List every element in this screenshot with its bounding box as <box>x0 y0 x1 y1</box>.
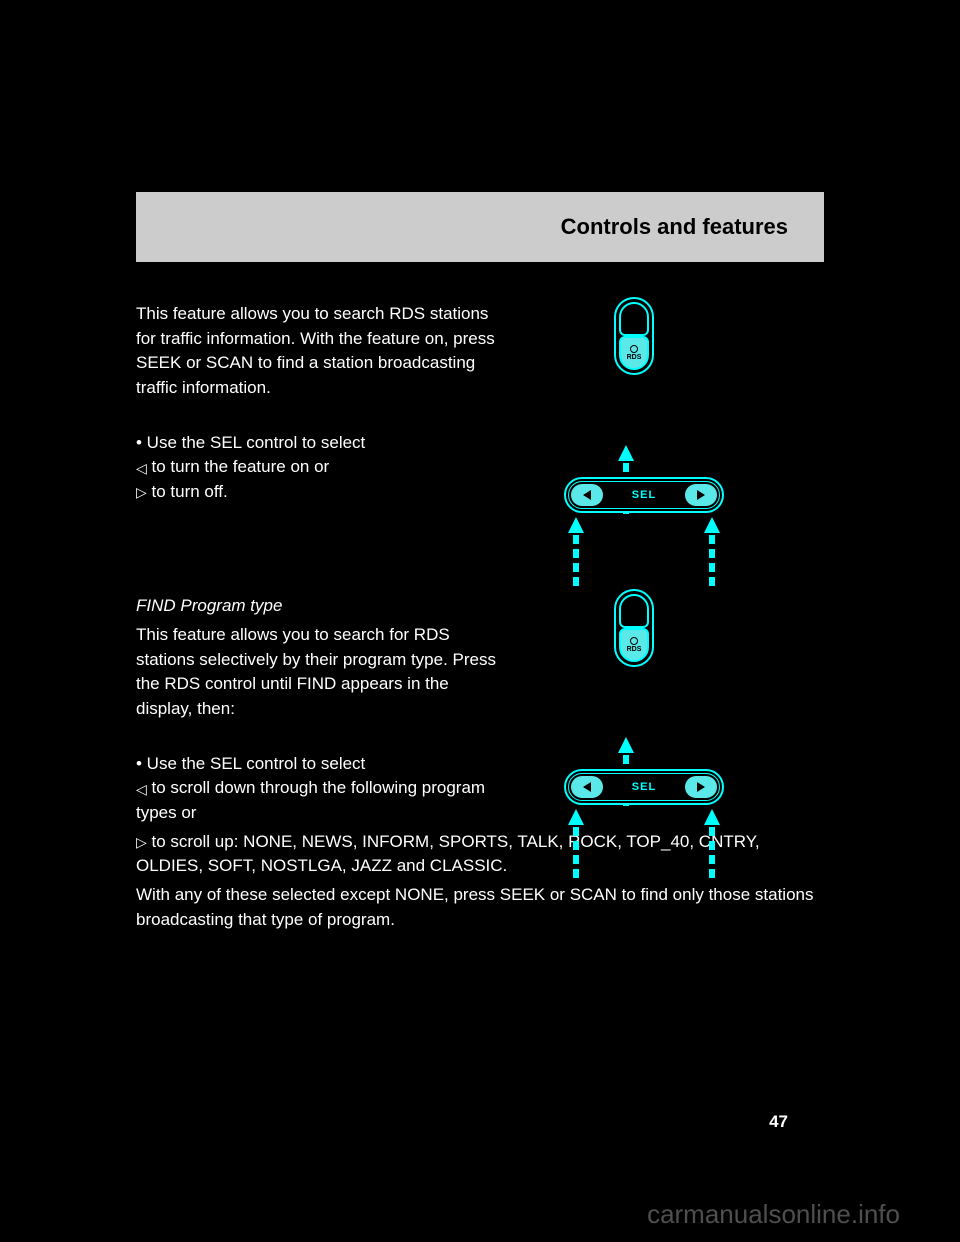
triangle-left-icon <box>583 782 591 792</box>
rds-button: RDS <box>614 297 654 375</box>
page-title: Controls and features <box>561 214 788 240</box>
triangle-right-icon <box>697 782 705 792</box>
bullet-text-2b: to scroll down through the following pro… <box>136 778 485 822</box>
rds-button-bottom: RDS <box>619 336 649 370</box>
section2-intro: This feature allows you to search for RD… <box>136 623 506 722</box>
triangle-right-icon <box>697 490 705 500</box>
triangle-left-icon: ◁ <box>136 458 147 478</box>
section-find-program: FIND Program type This feature allows yo… <box>136 594 824 932</box>
bullet-text-2a: • Use the SEL control to select <box>136 752 365 777</box>
rds-button-diagram-2: RDS <box>614 589 654 667</box>
sel-button: SEL <box>564 769 724 805</box>
triangle-right-icon: ▷ <box>136 832 147 852</box>
sel-button-inner: SEL <box>568 773 720 801</box>
sel-button: SEL <box>564 477 724 513</box>
bullet-text-1b: to turn the feature on or <box>152 457 330 476</box>
page-number: 47 <box>769 1112 788 1132</box>
section2-bullet: • Use the SEL control to select ◁ to scr… <box>136 752 506 826</box>
watermark: carmanualsonline.info <box>647 1199 900 1230</box>
rds-label: RDS <box>627 646 642 653</box>
section2-heading-text: FIND Program type <box>136 596 282 615</box>
section1-intro: This feature allows you to search RDS st… <box>136 302 506 401</box>
sel-left-arrow-button <box>571 776 603 798</box>
sel-right-arrow-button <box>685 776 717 798</box>
section1-bullet: • Use the SEL control to select ◁ to tur… <box>136 431 506 505</box>
clock-icon <box>630 345 638 353</box>
sel-label: SEL <box>632 781 656 793</box>
rds-button-outline: RDS <box>614 297 654 375</box>
section2-footer: With any of these selected except NONE, … <box>136 883 816 932</box>
rds-button-outline: RDS <box>614 589 654 667</box>
sel-button-outline: SEL <box>564 769 724 805</box>
page-container: Controls and features This feature allow… <box>136 192 824 1132</box>
rds-button-bottom: RDS <box>619 628 649 662</box>
sel-button-inner: SEL <box>568 481 720 509</box>
triangle-left-icon <box>583 490 591 500</box>
clock-icon <box>630 637 638 645</box>
sel-button-outline: SEL <box>564 477 724 513</box>
sel-right-arrow-button <box>685 484 717 506</box>
rds-button-top <box>619 594 649 628</box>
section2-heading: FIND Program type <box>136 594 506 619</box>
content-area: This feature allows you to search RDS st… <box>136 262 824 932</box>
bullet-text-1a: • Use the SEL control to select <box>136 431 365 456</box>
bullet-text-1c: to turn off. <box>152 482 228 501</box>
rds-button: RDS <box>614 589 654 667</box>
header-box: Controls and features <box>136 192 824 262</box>
triangle-left-icon: ◁ <box>136 779 147 799</box>
sel-button-diagram-2: SEL <box>564 769 724 805</box>
sel-label: SEL <box>632 489 656 501</box>
rds-button-top <box>619 302 649 336</box>
rds-label: RDS <box>627 354 642 361</box>
rds-button-diagram-1: RDS <box>614 297 654 375</box>
section-traffic: This feature allows you to search RDS st… <box>136 302 824 504</box>
triangle-right-icon: ▷ <box>136 482 147 502</box>
bullet-text-2c: to scroll up: NONE, NEWS, INFORM, SPORTS… <box>136 832 760 876</box>
sel-button-diagram-1: SEL <box>564 477 724 513</box>
sel-left-arrow-button <box>571 484 603 506</box>
